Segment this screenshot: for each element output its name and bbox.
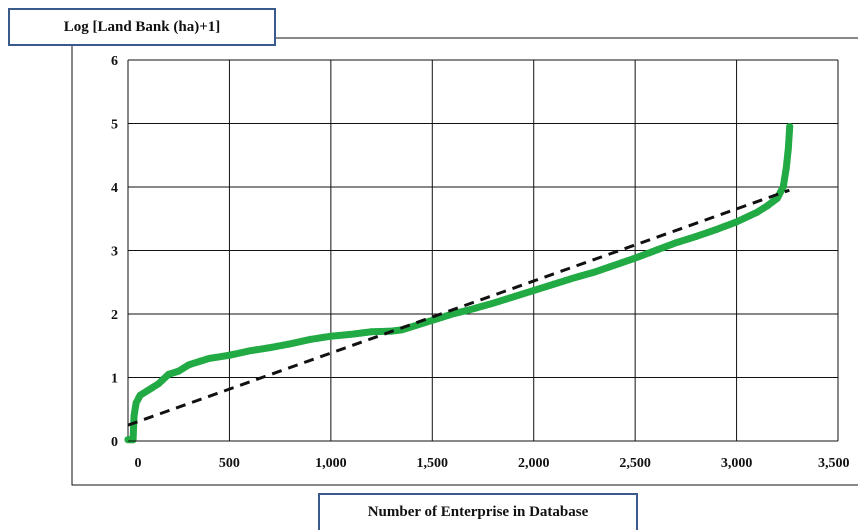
y-tick-label: 6 xyxy=(111,54,118,69)
trendline xyxy=(128,190,789,425)
x-tick-label: 3,500 xyxy=(818,456,850,471)
y-tick-label: 5 xyxy=(111,118,118,133)
data-point xyxy=(786,123,793,130)
chart-area-border xyxy=(72,38,858,485)
y-tick-label: 2 xyxy=(111,308,118,323)
grid xyxy=(128,60,838,441)
x-tick-label: 1,500 xyxy=(417,456,449,471)
x-tick-label: 3,000 xyxy=(721,456,753,471)
y-tick-label: 1 xyxy=(111,372,118,387)
y-tick-label: 3 xyxy=(111,245,118,260)
x-tick-labels: 0 500 1,000 1,500 2,000 2,500 3,000 3,500 xyxy=(135,456,850,471)
x-tick-label: 2,500 xyxy=(619,456,651,471)
y-tick-labels: 0 1 2 3 4 5 6 xyxy=(111,54,118,450)
x-tick-label: 500 xyxy=(219,456,240,471)
x-tick-label: 2,000 xyxy=(518,456,550,471)
x-axis-label: Number of Enterprise in Database xyxy=(318,493,638,530)
y-axis-label: Log [Land Bank (ha)+1] xyxy=(8,8,276,46)
x-tick-label: 1,000 xyxy=(315,456,347,471)
data-points xyxy=(124,123,793,443)
y-tick-label: 4 xyxy=(111,181,118,196)
x-tick-label: 0 xyxy=(135,456,142,471)
y-tick-label: 0 xyxy=(111,435,118,450)
